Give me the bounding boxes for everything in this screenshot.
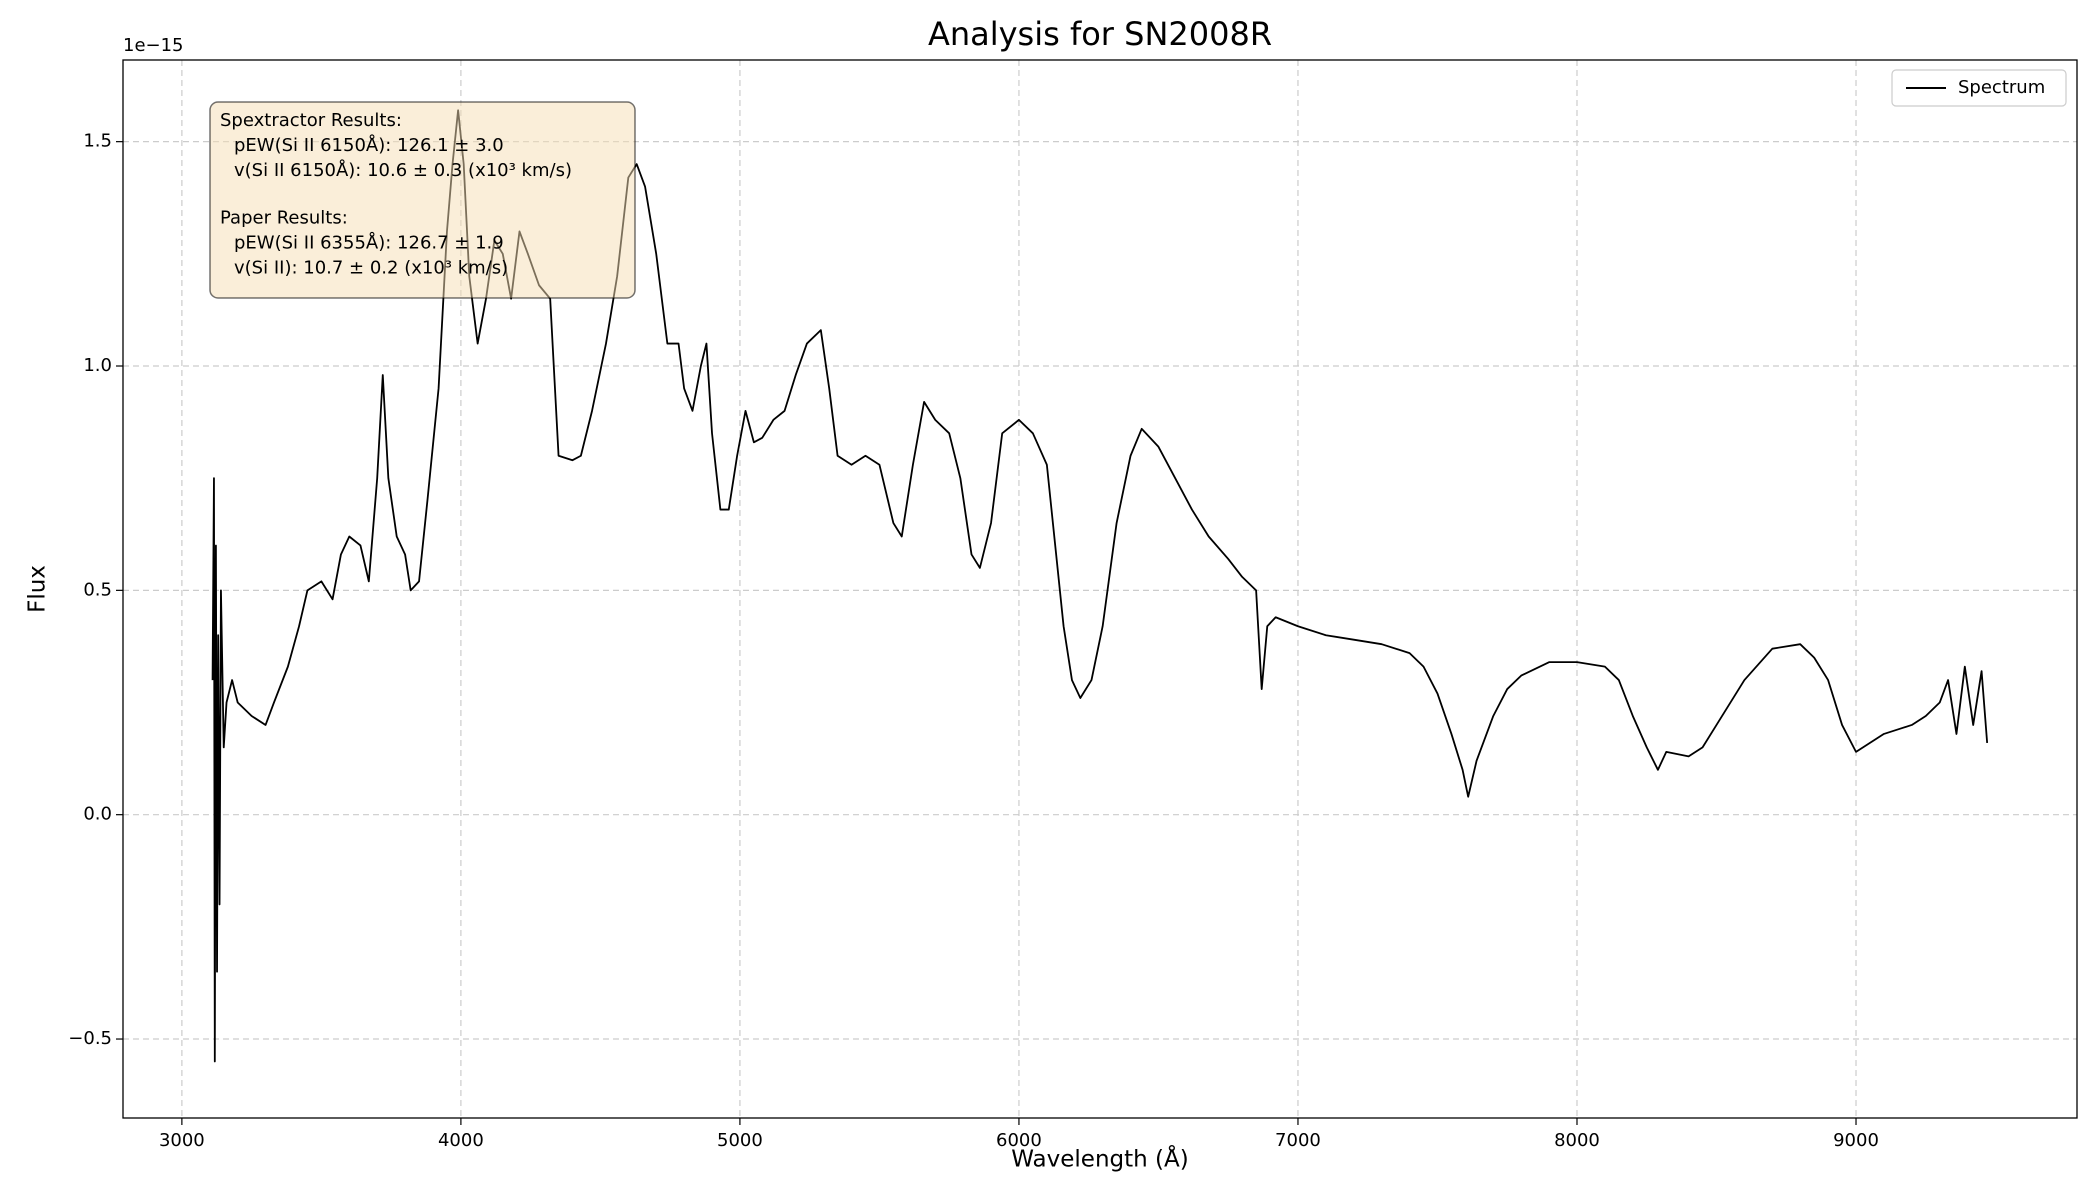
annotation-heading: Spextractor Results: xyxy=(220,110,402,131)
x-tick-label: 3000 xyxy=(159,1130,205,1151)
y-tick-label: 0.5 xyxy=(83,579,112,600)
y-offset-label: 1e−15 xyxy=(123,35,184,56)
y-tick-label: 1.5 xyxy=(83,131,112,152)
spectrum-line xyxy=(211,109,1989,1063)
x-tick-label: 7000 xyxy=(1275,1130,1321,1151)
x-axis-label: Wavelength (Å) xyxy=(1011,1145,1188,1173)
x-tick-label: 5000 xyxy=(717,1130,763,1151)
y-axis-label: Flux xyxy=(25,565,51,613)
legend-box xyxy=(1891,69,2067,107)
chart-title: Analysis for SN2008R xyxy=(928,15,1272,53)
annotation-heading: Paper Results: xyxy=(220,208,348,229)
x-tick-label: 6000 xyxy=(996,1130,1042,1151)
annotation-line: v(Si II 6150Å): 10.6 ± 0.3 (x10³ km/s) xyxy=(234,159,572,181)
y-tick-label: 1.0 xyxy=(83,355,112,376)
annotation: Spextractor Results: pEW(Si II 6150Å): 12… xyxy=(209,101,636,299)
legend-label: Spectrum xyxy=(1958,77,2045,98)
x-tick-label: 9000 xyxy=(1833,1130,1879,1151)
plot-frame xyxy=(122,59,2078,1119)
annotation-line: pEW(Si II 6150Å): 126.1 ± 3.0 xyxy=(234,134,504,156)
y-tick-label: −0.5 xyxy=(68,1028,112,1049)
annotation-box xyxy=(209,101,636,299)
annotation-line: pEW(Si II 6355Å): 126.7 ± 1.9 xyxy=(234,232,504,254)
x-tick-label: 4000 xyxy=(438,1130,484,1151)
annotation-line: v(Si II): 10.7 ± 0.2 (x10³ km/s) xyxy=(234,258,508,279)
y-tick-label: 0.0 xyxy=(83,804,112,825)
x-tick-label: 8000 xyxy=(1554,1130,1600,1151)
